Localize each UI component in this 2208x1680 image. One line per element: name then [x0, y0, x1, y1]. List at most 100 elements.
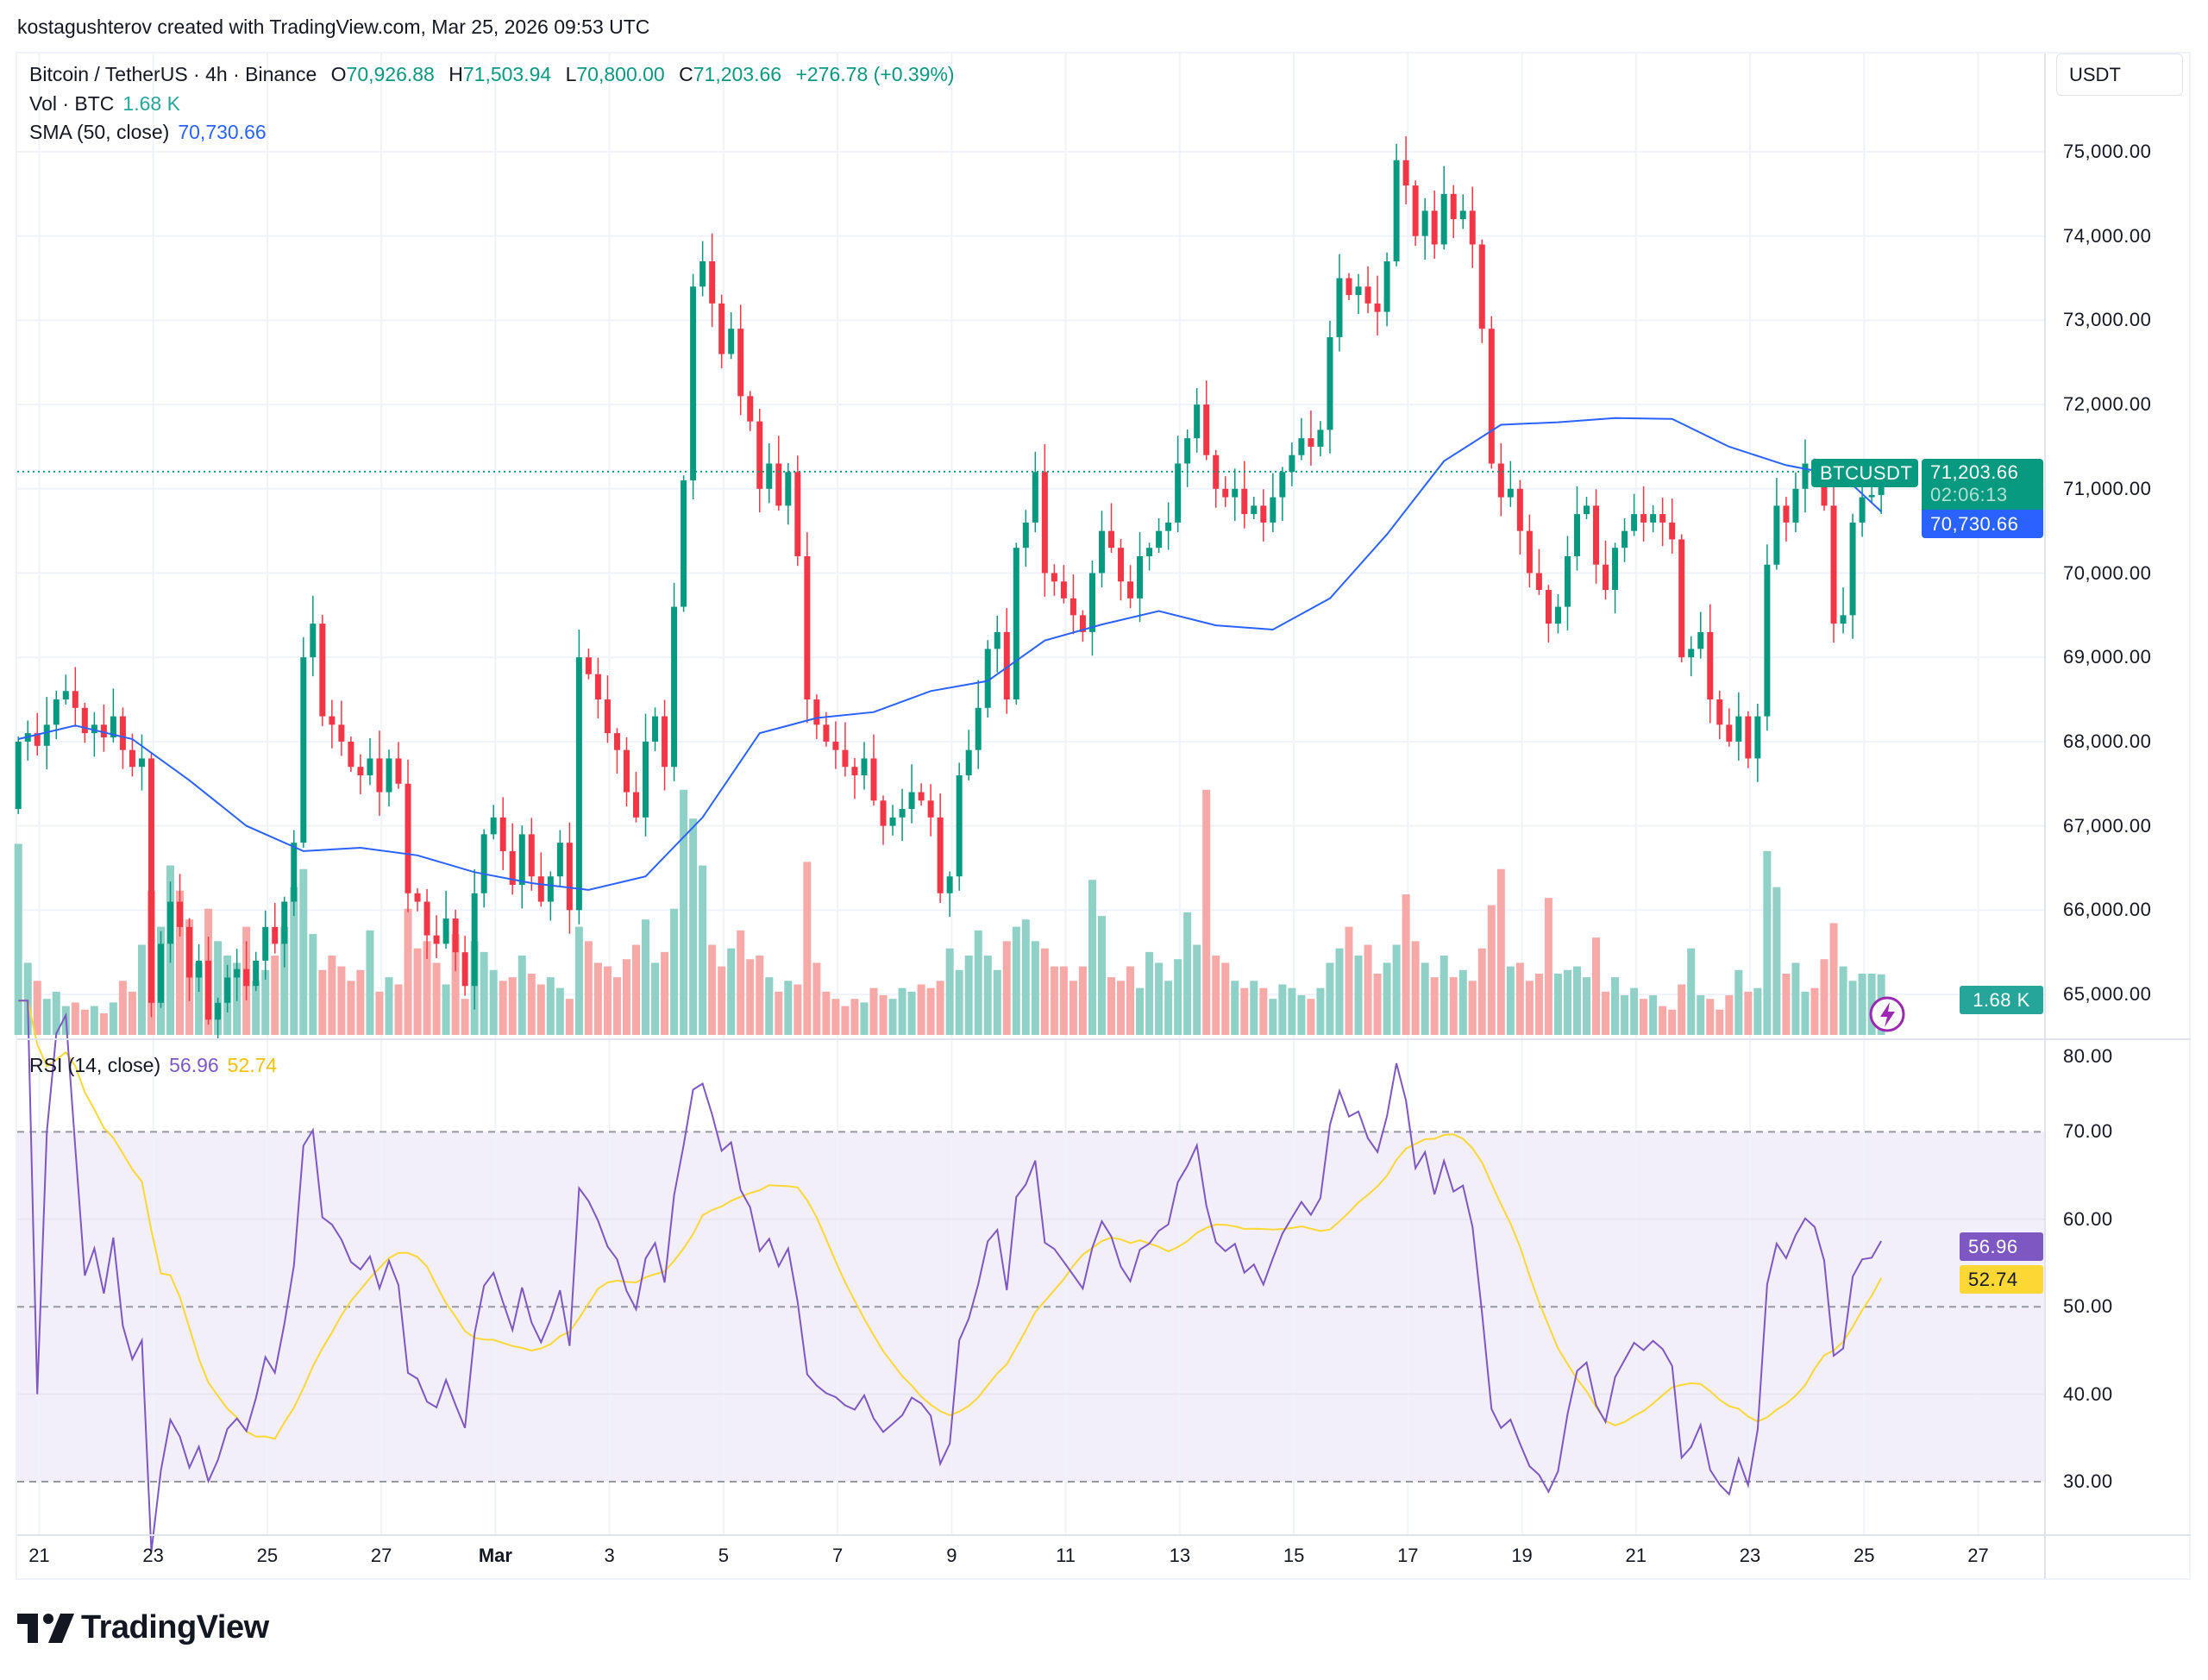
volume-bar [52, 991, 60, 1035]
volume-bar [1621, 995, 1629, 1035]
candle-body [215, 1002, 222, 1020]
volume-bar [480, 951, 488, 1035]
candle-body [1603, 564, 1609, 591]
volume-bar [461, 999, 469, 1035]
candle-body [395, 758, 402, 784]
volume-bar [1487, 905, 1496, 1035]
volume-bar [841, 1006, 850, 1035]
volume-bar [118, 981, 127, 1035]
candle-body [147, 758, 154, 1003]
candle-body [728, 329, 735, 354]
volume-bar [337, 966, 346, 1035]
sma-legend[interactable]: SMA (50, close) 70,730.66 [29, 121, 275, 144]
volume-bar [661, 951, 669, 1035]
volume-bar [375, 991, 384, 1035]
rsi-line [18, 1000, 1882, 1552]
candle-body [1545, 590, 1552, 624]
grid-lines [17, 53, 2045, 1535]
lightning-icon[interactable] [1869, 996, 1905, 1032]
volume-bar [1468, 981, 1477, 1035]
currency-selector[interactable]: USDT [2056, 53, 2183, 96]
rsi-label: RSI (14, close) [29, 1054, 161, 1076]
candle-body [870, 758, 877, 801]
candle-body [1488, 329, 1495, 464]
volume-bar [603, 966, 612, 1035]
volume-bar [385, 977, 393, 1035]
candle-body [1308, 438, 1314, 447]
symbol-title[interactable]: Bitcoin / TetherUS · 4h · Binance [29, 63, 317, 85]
volume-bar [1583, 977, 1590, 1035]
last-price-tag: 71,203.66 02:06:13 [1922, 459, 2043, 510]
open-label: O [330, 63, 347, 85]
candle-body [671, 606, 678, 768]
candle-body [1840, 615, 1847, 624]
candle-body [1298, 438, 1305, 455]
candle-body [338, 724, 345, 742]
candle-body [1640, 514, 1647, 523]
candle-body [927, 800, 934, 818]
open-value: 70,926.88 [346, 63, 435, 85]
close-label: C [679, 63, 693, 85]
volume-bar [1212, 956, 1220, 1035]
candle-body [91, 724, 97, 734]
candle-body [880, 800, 887, 826]
volume-bar [803, 862, 812, 1035]
volume-bar [1392, 944, 1401, 1035]
candle-body [718, 303, 725, 354]
candle-body [1108, 530, 1114, 549]
candle-body [1421, 210, 1428, 236]
volume-bar [917, 984, 925, 1035]
symbol-legend[interactable]: Bitcoin / TetherUS · 4h · Binance O70,92… [29, 63, 963, 86]
candle-body [186, 926, 193, 978]
volume-bar [1373, 973, 1382, 1035]
volume-bar [1383, 962, 1391, 1035]
volume-bar [271, 956, 279, 1035]
volume-bar [642, 919, 650, 1035]
candle-body [623, 749, 630, 793]
time-axis-label: 17 [1397, 1545, 1419, 1566]
volume-bar [1364, 944, 1372, 1035]
volume-legend[interactable]: Vol · BTC 1.68 K [29, 92, 189, 116]
candle-body [138, 758, 145, 768]
volume-bar [1088, 880, 1096, 1035]
tradingview-logo[interactable]: TradingView [17, 1609, 269, 1646]
candle-body [537, 876, 544, 902]
volume-bar [489, 969, 498, 1035]
volume-bar [1791, 962, 1800, 1035]
candle-body [253, 960, 260, 987]
volume-bar [14, 843, 22, 1035]
volume-bar [1753, 987, 1762, 1035]
candle-body [319, 624, 326, 717]
volume-bar [955, 969, 963, 1035]
candle-body [452, 918, 459, 953]
rsi-ma-line [18, 1000, 1882, 1440]
time-axis-label: 13 [1169, 1545, 1191, 1566]
volume-bar [195, 962, 204, 1035]
volume-bar [1592, 937, 1601, 1035]
candle-body [1146, 548, 1153, 556]
candle-body [234, 969, 241, 978]
volume-bar [1477, 948, 1486, 1035]
rsi-ma-value: 52.74 [227, 1054, 278, 1076]
volume-bar [1288, 987, 1296, 1035]
volume-bar [945, 948, 954, 1035]
candle-body [1402, 160, 1409, 186]
candle-body [386, 758, 392, 793]
candle-body [851, 767, 858, 775]
volume-bar [1858, 973, 1866, 1035]
candle-body [1279, 472, 1286, 498]
volume-bar [869, 987, 878, 1035]
rsi-legend[interactable]: RSI (14, close) 56.96 52.74 [29, 1054, 285, 1077]
price-axis-label: 75,000.00 [2063, 141, 2152, 162]
volume-bar [527, 973, 536, 1035]
volume-bar [42, 999, 51, 1035]
volume-bar [261, 969, 270, 1035]
volume-bar [1706, 999, 1715, 1035]
price-axis-label: 71,000.00 [2063, 477, 2152, 499]
volume-bar [593, 962, 602, 1035]
volume-bar [1449, 977, 1458, 1035]
volume-bar [1221, 962, 1230, 1035]
volume-bar [1059, 966, 1068, 1035]
volume-bar [442, 984, 450, 1035]
